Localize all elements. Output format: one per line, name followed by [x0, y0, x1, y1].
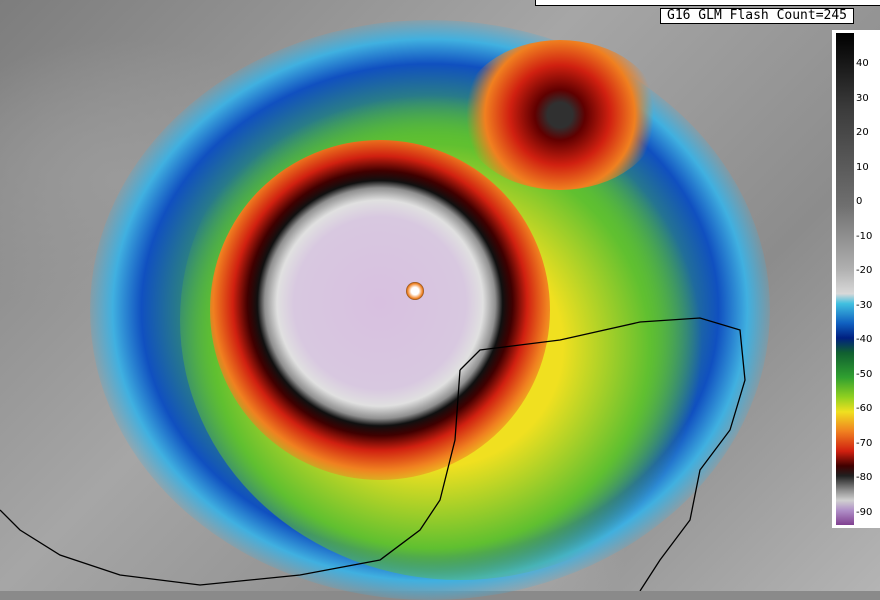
- colorbar-tick: 10: [856, 161, 869, 173]
- colorbar-tick: -60: [856, 403, 873, 414]
- colorbar-tick: 20: [856, 127, 869, 138]
- timestamp-label: [535, 0, 880, 6]
- colorbar-tick: -50: [856, 368, 873, 380]
- colorbar-tick: -30: [856, 299, 873, 311]
- colorbar-tick: -80: [856, 472, 873, 483]
- colorbar-tick: 40: [856, 58, 869, 69]
- eyewall: [210, 140, 550, 480]
- temperature-colorbar: 40 30 20 10 0 -10 -20 -30 -40 -50 -60 -70 -80 -90: [832, 30, 880, 528]
- eye: [406, 282, 424, 300]
- flash-count-label: G16 GLM Flash Count=245: [660, 8, 855, 24]
- colorbar-tick: 30: [856, 92, 869, 104]
- colorbar-tick: -20: [856, 265, 873, 276]
- colorbar-tick: -90: [856, 506, 873, 518]
- colorbar-tick: -10: [856, 230, 873, 242]
- northeast-convection: [460, 40, 660, 190]
- colorbar-tick: -70: [856, 437, 873, 449]
- colorbar-strip: [836, 33, 854, 525]
- colorbar-tick: -40: [856, 334, 873, 345]
- colorbar-tick: 0: [856, 196, 863, 207]
